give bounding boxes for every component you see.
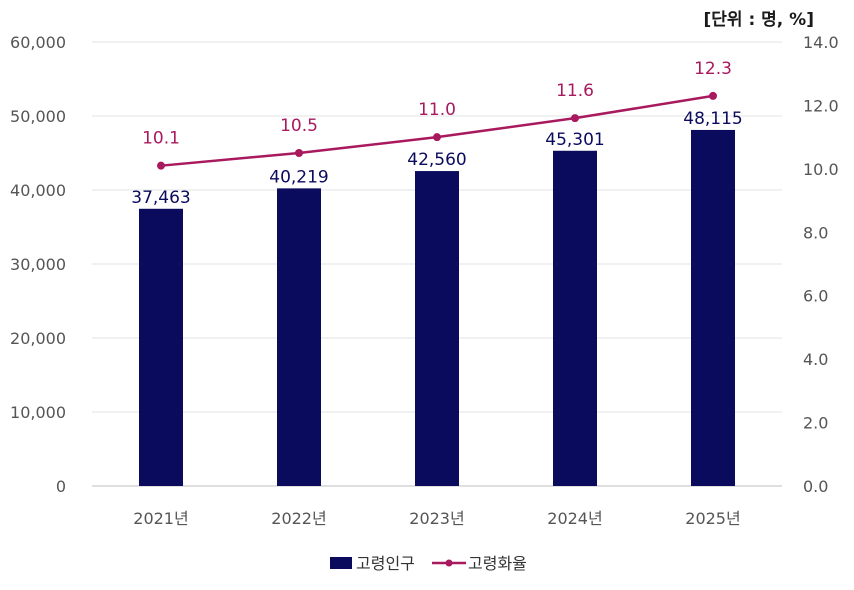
legend-swatch-bar	[330, 557, 352, 569]
line-point	[295, 149, 303, 157]
line-point	[571, 114, 579, 123]
line-data-label: 12.3	[694, 59, 732, 79]
x-tick-label: 2022년	[271, 509, 326, 528]
left-tick-label: 10,000	[10, 403, 66, 422]
legend-label-bar: 고령인구	[356, 554, 415, 573]
bar	[415, 171, 459, 486]
left-tick-label: 40,000	[10, 181, 66, 200]
left-tick-label: 50,000	[10, 107, 66, 126]
right-axis: 0.0 2.0 4.0 6.0 8.0 10.0 12.0 14.0	[803, 33, 839, 496]
line-data-labels: 10.1 10.5 11.0 11.6 12.3	[142, 59, 732, 149]
line-data-label: 11.0	[418, 100, 456, 120]
left-tick-label: 60,000	[10, 33, 66, 52]
bar	[277, 188, 321, 486]
line-point	[709, 91, 717, 100]
right-tick-label: 4.0	[803, 350, 828, 369]
right-tick-label: 12.0	[803, 96, 839, 115]
right-tick-label: 14.0	[803, 33, 839, 52]
line-point	[157, 161, 165, 170]
bar-data-label: 45,301	[545, 130, 604, 150]
left-tick-label: 20,000	[10, 329, 66, 348]
bar-series	[139, 129, 735, 487]
right-tick-label: 0.0	[803, 477, 828, 496]
line-data-label: 10.5	[280, 116, 318, 136]
right-tick-label: 2.0	[803, 414, 828, 433]
bar	[691, 129, 735, 486]
x-tick-label: 2024년	[547, 509, 602, 528]
line-data-label: 11.6	[556, 81, 594, 101]
legend-label-line: 고령화율	[468, 554, 527, 573]
x-tick-label: 2021년	[133, 509, 188, 528]
line-point	[433, 133, 441, 142]
bar-data-label: 40,219	[269, 167, 328, 187]
bar	[139, 208, 183, 486]
line-series	[157, 91, 717, 170]
unit-label: [단위 : 명, %]	[703, 10, 814, 30]
left-axis: 0 10,000 20,000 30,000 40,000 50,000 60,000	[10, 33, 66, 496]
bar-data-label: 37,463	[131, 188, 190, 208]
right-tick-label: 6.0	[803, 287, 828, 306]
x-axis: 2021년 2022년 2023년 2024년 2025년	[133, 509, 740, 528]
legend-swatch-point	[445, 559, 453, 567]
right-tick-label: 8.0	[803, 223, 828, 242]
right-tick-label: 10.0	[803, 160, 839, 179]
bar-data-labels: 37,463 40,219 42,560 45,301 48,115	[131, 109, 742, 208]
x-tick-label: 2025년	[685, 509, 740, 528]
bar-data-label: 48,115	[683, 109, 742, 129]
legend: 고령인구 고령화율	[330, 554, 527, 573]
bar-data-label: 42,560	[407, 150, 466, 170]
bar	[553, 150, 597, 487]
left-tick-label: 30,000	[10, 255, 66, 274]
x-tick-label: 2023년	[409, 509, 464, 528]
left-tick-label: 0	[56, 477, 66, 496]
line-data-label: 10.1	[142, 129, 180, 149]
